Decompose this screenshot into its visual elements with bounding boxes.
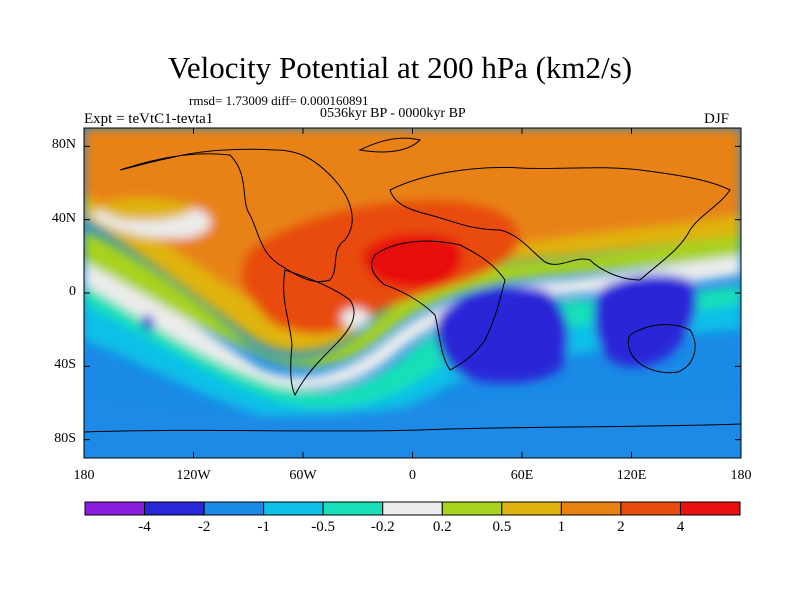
colorbar-label: 0.5 <box>492 519 512 535</box>
longitude-label: 180 <box>730 468 752 483</box>
colorbar-label: -4 <box>138 519 151 535</box>
rmsd-diff-text: rmsd= 1.73009 diff= 0.000160891 <box>189 93 369 108</box>
latitude-label: 80N <box>51 137 76 153</box>
time-period-text: 0536kyr BP - 0000kyr BP <box>320 106 466 121</box>
coastline-africa <box>371 240 506 371</box>
colorbar-swatch <box>560 501 622 516</box>
longitude-label: 120W <box>176 468 211 483</box>
coastline-eurasia <box>389 167 731 281</box>
latitude-label: 40S <box>54 357 76 373</box>
colorbar-swatch <box>322 501 384 516</box>
colorbar-label: 1 <box>557 519 566 535</box>
longitude-label: 180 <box>73 468 95 483</box>
coastline-north-america <box>119 148 353 283</box>
colorbar-swatch <box>144 501 205 516</box>
colorbar-swatch <box>679 501 741 516</box>
colorbar-swatch <box>382 501 443 516</box>
colorbar-label: -2 <box>197 519 211 535</box>
map-title: Velocity Potential at 200 hPa (km2/s) <box>167 50 633 85</box>
season-label: DJF <box>704 111 730 127</box>
colorbar-swatch <box>203 501 265 516</box>
longitude-label: 120E <box>616 468 647 483</box>
coastline-antarctica <box>84 423 741 433</box>
longitude-label: 0 <box>409 468 416 483</box>
colorbar-swatch <box>263 501 324 516</box>
contour-field <box>84 128 741 458</box>
colorbar-label: -0.5 <box>311 519 336 535</box>
longitude-label: 60W <box>289 468 317 483</box>
latitude-label: 40N <box>51 210 76 226</box>
colorbar-label: 4 <box>676 519 685 535</box>
colorbar-swatch <box>441 501 503 516</box>
colorbar-label: 2 <box>617 519 625 535</box>
colorbar-label: -1 <box>257 519 270 535</box>
coastline-greenland <box>358 137 421 153</box>
colorbar-swatch <box>501 501 562 516</box>
map-ticks <box>83 128 742 458</box>
colorbar <box>84 501 741 516</box>
coastlines <box>84 137 741 433</box>
colorbar-label: -0.2 <box>370 519 395 535</box>
latitude-label: 0 <box>69 284 76 299</box>
colorbar-swatch <box>620 501 681 516</box>
coastline-australia <box>627 324 696 374</box>
colorbar-swatch <box>84 501 146 516</box>
colorbar-label: 0.2 <box>432 519 452 535</box>
experiment-label: Expt = teVtC1-tevta1 <box>84 111 214 127</box>
coastline-south-america <box>283 269 355 397</box>
longitude-label: 60E <box>510 468 534 483</box>
latitude-label: 80S <box>54 430 76 446</box>
